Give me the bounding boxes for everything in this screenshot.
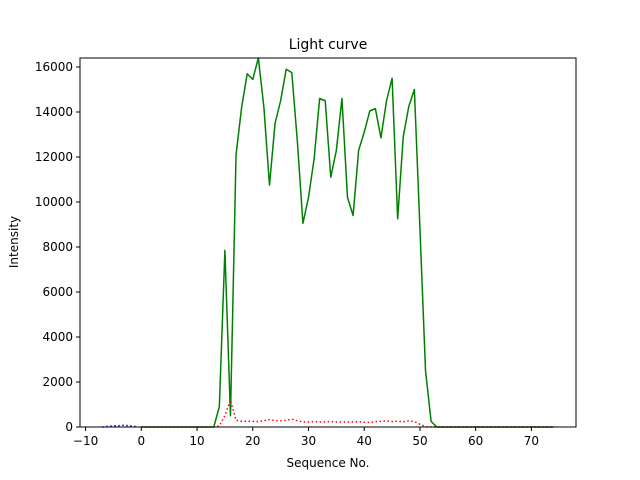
x-tick-label: 10 bbox=[189, 434, 204, 448]
x-tick-label: 50 bbox=[412, 434, 427, 448]
y-tick-label: 10000 bbox=[35, 195, 73, 209]
chart-title: Light curve bbox=[289, 37, 368, 53]
y-tick-label: 4000 bbox=[42, 330, 73, 344]
x-tick-label: 30 bbox=[301, 434, 316, 448]
y-tick-label: 2000 bbox=[42, 375, 73, 389]
x-tick-label: 60 bbox=[468, 434, 483, 448]
y-tick-label: 14000 bbox=[35, 105, 73, 119]
x-tick-label: 0 bbox=[137, 434, 145, 448]
y-tick-label: 0 bbox=[65, 420, 73, 434]
x-tick-label: 20 bbox=[245, 434, 260, 448]
x-tick-label: 70 bbox=[524, 434, 539, 448]
y-tick-label: 12000 bbox=[35, 150, 73, 164]
y-tick-label: 6000 bbox=[42, 285, 73, 299]
y-axis-label: Intensity bbox=[7, 216, 21, 268]
x-tick-label: 40 bbox=[357, 434, 372, 448]
y-tick-label: 8000 bbox=[42, 240, 73, 254]
y-tick-label: 16000 bbox=[35, 60, 73, 74]
x-axis-label: Sequence No. bbox=[287, 456, 370, 470]
x-tick-label: −10 bbox=[73, 434, 98, 448]
